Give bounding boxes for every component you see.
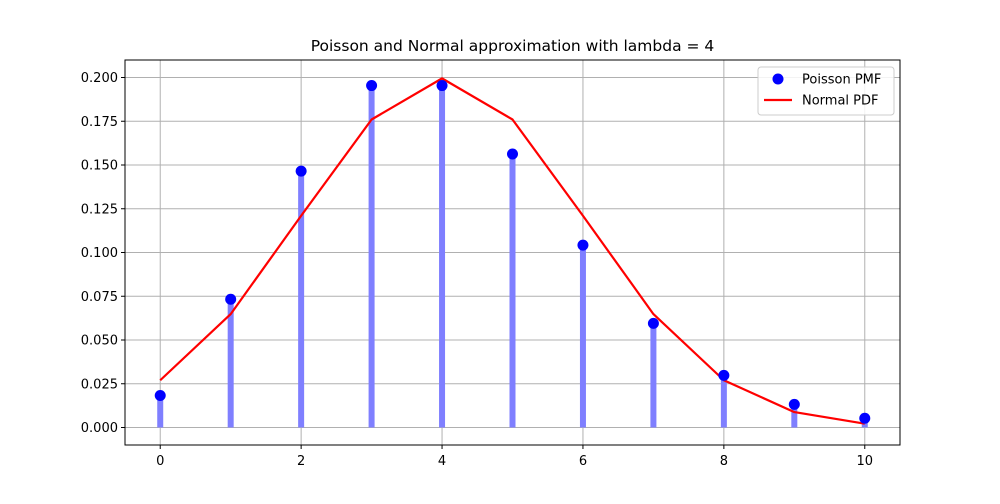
x-tick-label: 6: [579, 454, 587, 469]
legend: Poisson PMF Normal PDF: [757, 66, 895, 116]
legend-label-normal: Normal PDF: [802, 94, 879, 109]
x-tick-label: 2: [297, 454, 305, 469]
x-axis-ticks: 0 2 4 6 8 10: [156, 445, 873, 469]
y-tick-label: 0.125: [81, 202, 118, 217]
legend-marker-poisson: [772, 73, 784, 85]
normal-pdf-layer: [159, 77, 865, 425]
y-tick-label: 0.025: [81, 377, 118, 392]
poisson-point: [295, 165, 307, 177]
poisson-markers: [154, 80, 871, 424]
y-tick-label: 0.175: [81, 115, 118, 130]
y-tick-label: 0.075: [81, 290, 118, 305]
poisson-point: [577, 239, 589, 251]
legend-label-poisson: Poisson PMF: [802, 73, 881, 88]
stem-lines: [157, 85, 868, 428]
x-tick-label: 8: [720, 454, 728, 469]
chart-title: Poisson and Normal approximation with la…: [311, 37, 715, 55]
y-tick-label: 0.150: [81, 159, 118, 174]
x-tick-label: 0: [156, 454, 164, 469]
x-tick-label: 4: [438, 454, 446, 469]
poisson-point: [859, 412, 871, 424]
y-tick-label: 0.100: [81, 246, 118, 261]
poisson-point: [718, 369, 730, 381]
y-axis-ticks: 0.000 0.025 0.050 0.075 0.100 0.125 0.150 0.175…: [81, 71, 125, 436]
poisson-point: [507, 148, 518, 160]
y-tick-label: 0.050: [81, 334, 118, 349]
poisson-point: [436, 80, 448, 92]
poisson-point: [154, 389, 166, 401]
legend-box: [757, 66, 895, 116]
poisson-point: [647, 317, 659, 329]
poisson-point: [366, 80, 378, 92]
normal-pdf-line: [159, 77, 865, 425]
poisson-point: [788, 398, 800, 410]
poisson-point: [225, 293, 237, 305]
y-tick-label: 0.000: [81, 421, 118, 436]
y-tick-label: 0.200: [81, 71, 118, 86]
x-tick-label: 10: [856, 454, 873, 469]
